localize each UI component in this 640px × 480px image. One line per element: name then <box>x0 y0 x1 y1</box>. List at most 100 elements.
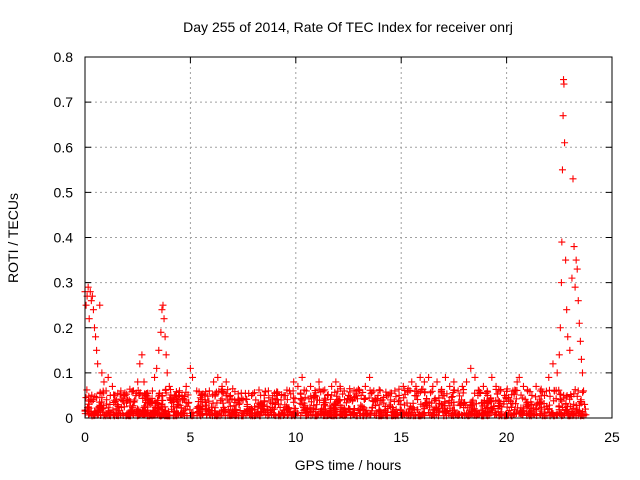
data-point-marker <box>125 396 133 404</box>
baseline-marker <box>503 387 511 395</box>
data-point-marker <box>382 391 390 399</box>
baseline-marker <box>106 400 114 408</box>
data-point-marker <box>113 396 121 404</box>
data-point-marker <box>294 382 302 390</box>
y-tick-label: 0 <box>65 410 73 426</box>
baseline-marker <box>288 411 296 419</box>
baseline-marker <box>305 395 313 403</box>
data-point-marker <box>281 391 289 399</box>
baseline-marker <box>433 406 441 414</box>
data-point-marker <box>84 283 92 291</box>
baseline-marker <box>332 398 340 406</box>
data-point-marker <box>408 378 416 386</box>
baseline-marker <box>109 406 117 414</box>
data-point-marker <box>315 378 323 386</box>
baseline-marker <box>177 409 185 417</box>
baseline-marker <box>392 393 400 401</box>
baseline-marker <box>251 403 259 411</box>
baseline-marker <box>360 395 368 403</box>
data-point-marker <box>558 166 566 174</box>
baseline-marker <box>258 404 266 412</box>
baseline-marker <box>321 386 329 394</box>
baseline-marker <box>247 405 255 413</box>
baseline-marker <box>275 400 283 408</box>
baseline-marker <box>209 391 217 399</box>
baseline-marker <box>341 396 349 404</box>
data-point-marker <box>357 391 365 399</box>
baseline-marker <box>281 401 289 409</box>
baseline-marker <box>120 403 128 411</box>
baseline-marker <box>512 400 520 408</box>
data-point-marker <box>578 369 586 377</box>
baseline-marker <box>186 406 194 414</box>
baseline-marker <box>428 387 436 395</box>
baseline-marker <box>577 396 585 404</box>
data-point-marker <box>98 369 106 377</box>
baseline-marker <box>556 390 564 398</box>
baseline-marker <box>196 409 204 417</box>
data-point-marker <box>142 391 150 399</box>
y-tick-label: 0.6 <box>54 139 74 155</box>
baseline-marker <box>365 394 373 402</box>
baseline-marker <box>545 401 553 409</box>
data-point-marker <box>148 387 156 395</box>
baseline-marker <box>170 392 178 400</box>
baseline-marker <box>457 400 465 408</box>
baseline-marker <box>297 394 305 402</box>
baseline-marker <box>565 410 573 418</box>
baseline-marker <box>532 406 540 414</box>
x-tick-label: 10 <box>288 429 304 445</box>
baseline-marker <box>430 405 438 413</box>
baseline-marker <box>375 406 383 414</box>
data-point-marker <box>214 373 222 381</box>
baseline-marker <box>407 404 415 412</box>
baseline-marker <box>341 406 349 414</box>
baseline-marker <box>355 407 363 415</box>
data-point-marker <box>163 369 171 377</box>
data-point-marker <box>159 301 167 309</box>
data-point-marker <box>569 175 577 183</box>
data-point-marker <box>374 391 382 399</box>
baseline-marker <box>144 406 152 414</box>
baseline-marker <box>580 410 588 418</box>
data-point-marker <box>433 378 441 386</box>
data-point-marker <box>580 387 588 395</box>
data-point-marker <box>519 382 527 390</box>
y-tick-label: 0.7 <box>54 94 74 110</box>
baseline-marker <box>485 408 493 416</box>
baseline-marker <box>96 390 104 398</box>
data-point-marker <box>454 387 462 395</box>
baseline-marker <box>285 404 293 412</box>
data-point-marker <box>134 378 142 386</box>
baseline-marker <box>542 387 550 395</box>
baseline-marker <box>421 399 429 407</box>
baseline-marker <box>127 408 135 416</box>
baseline-marker <box>222 390 230 398</box>
baseline-marker <box>88 391 96 399</box>
baseline-marker <box>204 392 212 400</box>
data-point-marker <box>563 306 571 314</box>
data-point-marker <box>108 382 116 390</box>
data-point-marker <box>248 391 256 399</box>
baseline-marker <box>376 387 384 395</box>
data-point-marker <box>509 387 517 395</box>
baseline-marker <box>400 394 408 402</box>
baseline-marker <box>172 388 180 396</box>
baseline-marker <box>194 398 202 406</box>
baseline-marker <box>357 401 365 409</box>
data-point-marker <box>162 351 170 359</box>
baseline-marker <box>167 391 175 399</box>
baseline-marker <box>394 398 402 406</box>
baseline-marker <box>525 402 533 410</box>
baseline-marker <box>136 390 144 398</box>
baseline-marker <box>265 394 273 402</box>
baseline-marker <box>158 391 166 399</box>
data-point-marker <box>420 378 428 386</box>
x-tick-label: 0 <box>81 429 89 445</box>
data-point-marker <box>475 387 483 395</box>
data-point-marker <box>218 382 226 390</box>
baseline-marker <box>179 394 187 402</box>
baseline-marker <box>321 400 329 408</box>
data-point-marker <box>441 373 449 381</box>
data-point-marker <box>340 387 348 395</box>
